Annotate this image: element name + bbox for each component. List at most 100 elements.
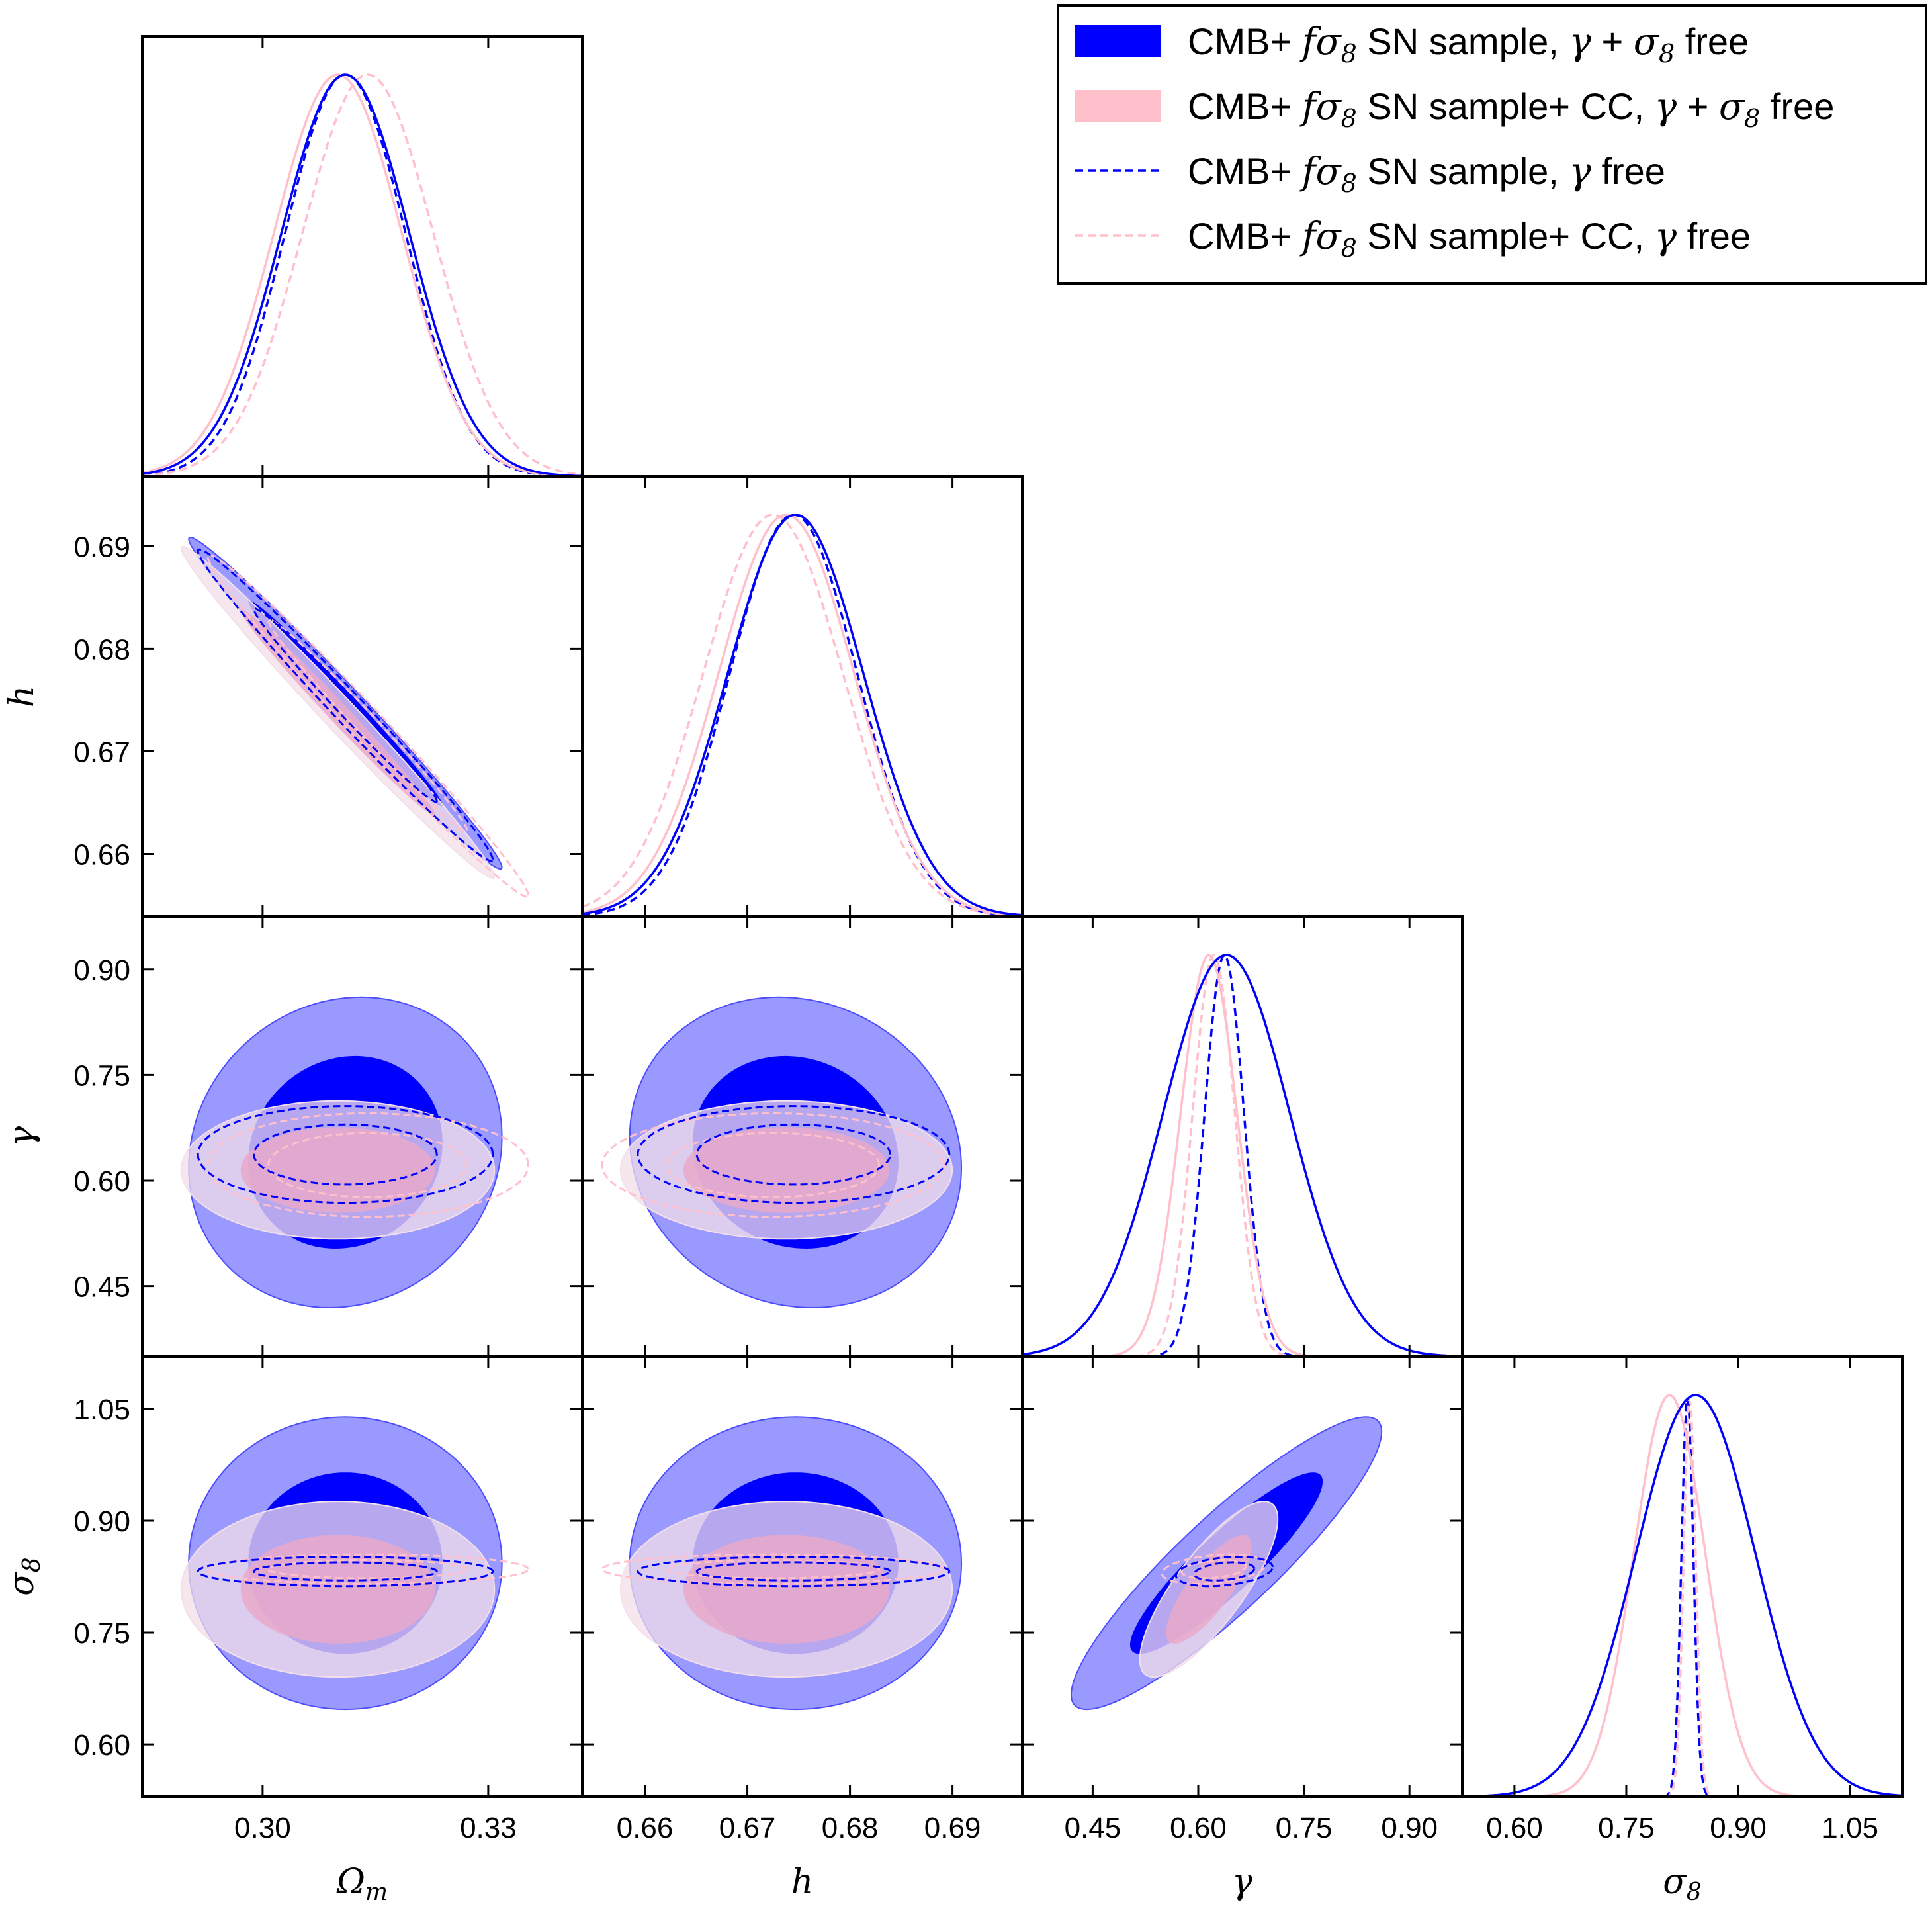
curve-om-series-0	[142, 73, 582, 476]
legend-box	[1057, 4, 1927, 285]
panel-1d-sigma8	[1462, 1394, 1902, 1797]
legend-label-0-tail: +	[1591, 21, 1634, 62]
contour68-dashed-series-3	[267, 1132, 468, 1198]
curve-om-series-2	[142, 73, 582, 476]
x-axis-label-sigma8: σ8	[1663, 1862, 1701, 1906]
legend-label-1-tail: +	[1677, 85, 1719, 127]
legend-label-0-rest: SN sample,	[1357, 21, 1569, 62]
legend-swatch-0	[1075, 25, 1161, 57]
legend-label-1-end: free	[1760, 85, 1834, 127]
legend-label-1-sub: 8	[1341, 104, 1357, 133]
contour68-dashed-series-3	[666, 1559, 881, 1580]
axes-labels-layer: 0.30 0.33 Ωm 0.66 0.67 0.68 0.69 h 0.45 0.60 0.75 0…	[2, 531, 1878, 1906]
curve-om-series-1	[142, 73, 582, 476]
legend-label-0-sub: 8	[1341, 39, 1357, 68]
legend-label-3: CMB+ fσ8 SN sample+ CC, γ free	[1188, 215, 1751, 263]
frame-1-1	[581, 475, 1024, 918]
curve-gamma-series-1	[1022, 954, 1462, 1357]
contour68-dashed-series-2	[253, 607, 438, 803]
x-axis-label-sub: m	[365, 1879, 388, 1906]
curve-h-series-0	[582, 514, 1022, 917]
legend-label-0-sigma: σ	[1315, 21, 1342, 64]
legend-label-2-prefix: CMB+	[1188, 150, 1302, 192]
frame-2-2	[1021, 915, 1464, 1358]
x-axis-label-sub: 8	[1687, 1879, 1702, 1906]
x-tick-label-gamma-2: 0.75	[1276, 1812, 1333, 1844]
legend-label-1-sub2: 8	[1744, 104, 1760, 133]
legend-label-1-rest: SN sample+ CC,	[1357, 85, 1655, 127]
legend-label-2: CMB+ fσ8 SN sample, γ free	[1188, 150, 1665, 198]
contour95-dashed-series-2	[197, 1105, 494, 1204]
legend-label-0-gamma: γ	[1569, 21, 1591, 64]
panel-2d-h-sigma8	[601, 1416, 963, 1711]
contour68-dashed-series-2	[1193, 1561, 1256, 1582]
y-tick-label-gamma-0: 0.45	[73, 1271, 130, 1304]
legend-label-0-end: free	[1675, 21, 1749, 62]
legend-label-3-gamma: γ	[1655, 215, 1677, 258]
y-axis-label-h: h	[2, 686, 42, 708]
x-tick-label-gamma-1: 0.60	[1170, 1812, 1227, 1844]
panel-2d-om-h	[180, 536, 529, 898]
y-tick-label-gamma-2: 0.75	[73, 1059, 130, 1092]
contour68-dashed-series-3	[267, 618, 468, 833]
y-axis-label-gamma: γ	[2, 1126, 42, 1147]
legend-label-3-prefix: CMB+	[1188, 215, 1302, 257]
panel-2d-h-gamma	[601, 996, 963, 1309]
y-tick-label-h-3: 0.69	[73, 531, 130, 563]
legend-label-3-rest: SN sample+ CC,	[1357, 215, 1655, 257]
curve-sigma8-series-2	[1462, 1398, 1902, 1797]
legend-swatch-1	[1075, 90, 1161, 122]
panel-2d-gamma-sigma8	[1070, 1416, 1383, 1711]
panel-2d-om-sigma8	[180, 1416, 529, 1711]
contour95-dashed-series-3	[601, 1112, 945, 1218]
contour95-dashed-series-2	[197, 1556, 494, 1588]
legend-label-2-sigma: σ	[1315, 150, 1342, 193]
y-tick-label-sigma8-2: 0.90	[73, 1505, 130, 1538]
y-tick-label-sigma8-1: 0.75	[73, 1617, 130, 1650]
x-tick-label-sigma8-1: 0.75	[1598, 1812, 1655, 1844]
legend-label-0: CMB+ fσ8 SN sample, γ + σ8 free	[1188, 21, 1749, 68]
x-tick-label-sigma8-0: 0.60	[1486, 1812, 1543, 1844]
legend-label-1-gamma: γ	[1655, 85, 1677, 128]
x-tick-label-h-2: 0.68	[822, 1812, 879, 1844]
curve-sigma8-series-3	[1462, 1398, 1902, 1797]
panel-1d-h	[582, 514, 1022, 917]
panel-1d-om	[142, 73, 582, 476]
panels-layer	[142, 73, 1902, 1797]
contour68-series-1	[683, 1127, 889, 1213]
legend-label-1-sigma2: σ	[1719, 85, 1745, 128]
curve-h-series-3	[582, 514, 1022, 917]
contour68-dashed-series-2	[695, 1123, 891, 1186]
frame-3-3	[1461, 1355, 1904, 1798]
y-axis-label-sigma8: σ8	[2, 1557, 46, 1595]
legend-label-1-sigma: σ	[1315, 85, 1342, 128]
contour95-dashed-series-3	[206, 553, 529, 898]
y-axis-label-sub: 8	[19, 1557, 46, 1572]
legend-label-3-sub: 8	[1341, 234, 1357, 263]
x-tick-label-gamma-0: 0.45	[1065, 1812, 1121, 1844]
x-tick-label-gamma-3: 0.90	[1381, 1812, 1438, 1844]
legend-label-2-rest: SN sample,	[1357, 150, 1569, 192]
y-tick-label-gamma-3: 0.90	[73, 954, 130, 987]
x-tick-label-sigma8-3: 1.05	[1822, 1812, 1878, 1844]
y-tick-label-h-2: 0.68	[73, 633, 130, 666]
legend-label-0-sigma2: σ	[1634, 21, 1660, 64]
contour68-dashed-series-2	[253, 1561, 438, 1582]
y-tick-label-h-1: 0.67	[73, 736, 130, 768]
x-axis-label-om: Ωm	[336, 1862, 388, 1906]
curve-sigma8-series-0	[1462, 1394, 1902, 1797]
legend-label-2-end: free	[1591, 150, 1665, 192]
panel-frames-layer	[141, 35, 1904, 1798]
y-tick-label-sigma8-0: 0.60	[73, 1729, 130, 1762]
x-tick-label-sigma8-2: 0.90	[1710, 1812, 1767, 1844]
curve-h-series-2	[582, 514, 1022, 917]
legend-label-0-prefix: CMB+	[1188, 21, 1302, 62]
y-tick-label-gamma-1: 0.60	[73, 1165, 130, 1198]
contour68-dashed-series-2	[695, 1561, 891, 1582]
panel-1d-gamma	[1022, 953, 1462, 1357]
contour95-dashed-series-2	[197, 548, 494, 862]
contour68-series-1	[240, 1535, 435, 1644]
x-axis-label-gamma: γ	[1232, 1862, 1253, 1902]
x-tick-label-om-1: 0.33	[460, 1812, 517, 1844]
x-tick-label-om-0: 0.30	[234, 1812, 291, 1844]
